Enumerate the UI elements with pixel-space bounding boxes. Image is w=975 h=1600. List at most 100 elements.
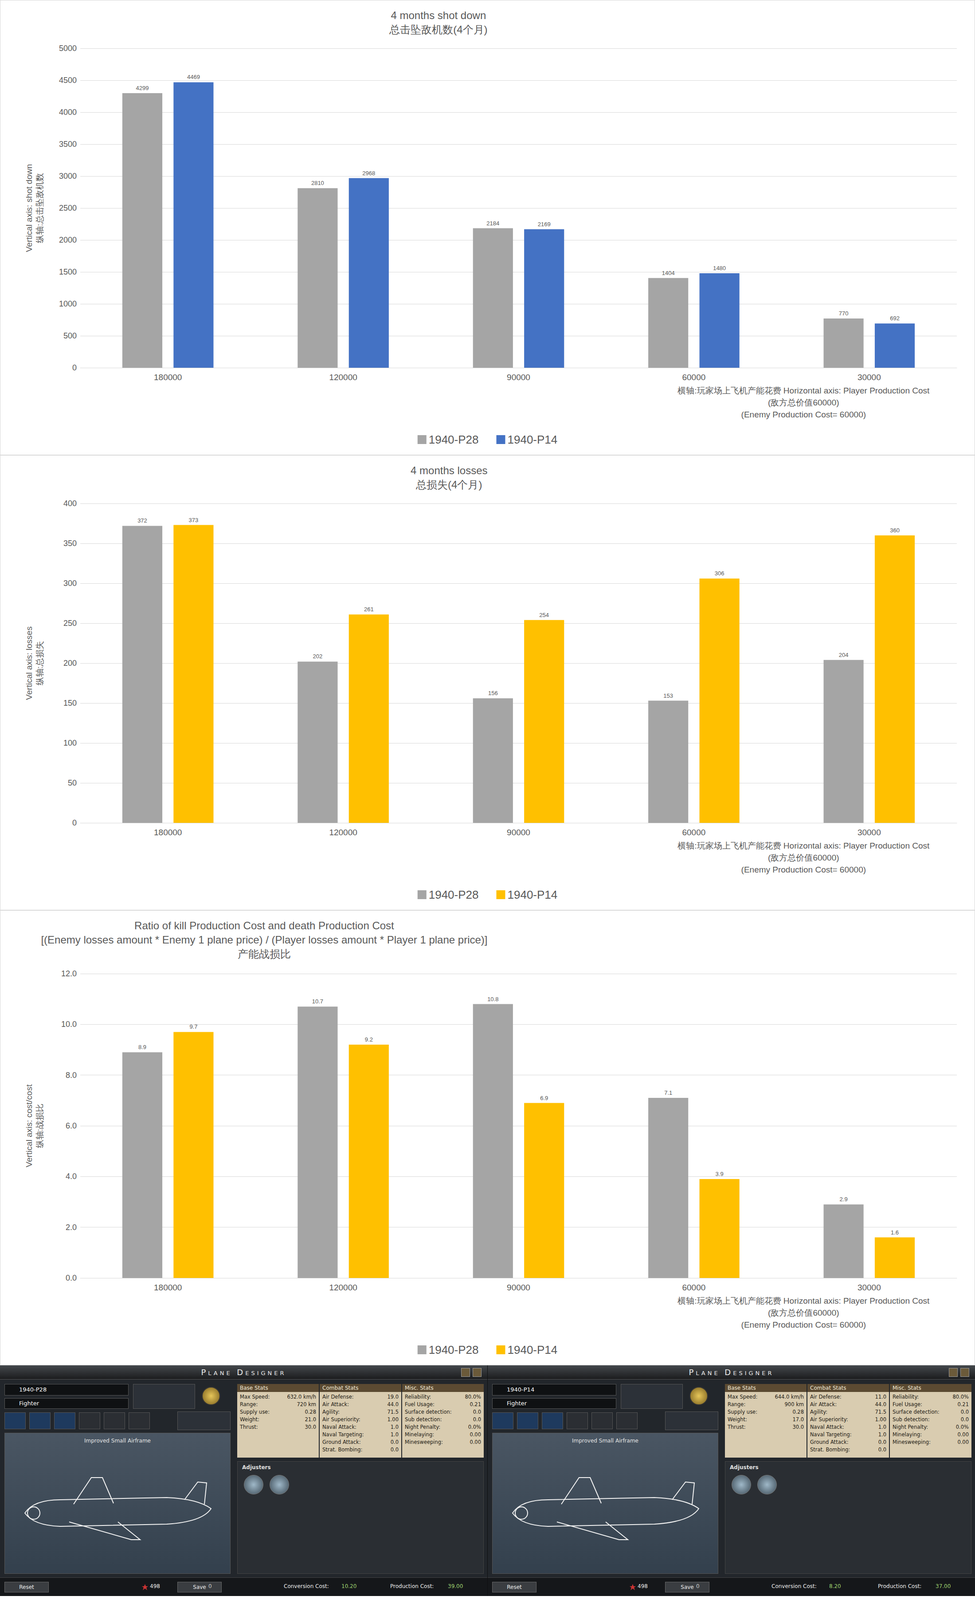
svg-text:5000: 5000 — [58, 43, 77, 53]
svg-text:纵轴:总击坠敌机数: 纵轴:总击坠敌机数 — [35, 172, 45, 243]
svg-text:纵轴:总损失: 纵轴:总损失 — [35, 640, 45, 686]
svg-text:0: 0 — [72, 818, 77, 827]
svg-text:30000: 30000 — [857, 1282, 882, 1292]
svg-text:1940-P28: 1940-P28 — [428, 432, 479, 447]
svg-text:180000: 180000 — [153, 827, 182, 837]
svg-text:300: 300 — [63, 578, 77, 588]
svg-text:4469: 4469 — [187, 73, 200, 81]
svg-text:1.6: 1.6 — [890, 1228, 899, 1236]
svg-text:0.0: 0.0 — [65, 1272, 77, 1282]
svg-text:2968: 2968 — [362, 169, 376, 177]
svg-text:0: 0 — [72, 363, 77, 372]
svg-text:1940-P14: 1940-P14 — [507, 432, 558, 447]
svg-text:(Enemy Production Cost= 60000): (Enemy Production Cost= 60000) — [741, 1319, 866, 1329]
svg-text:372: 372 — [137, 516, 148, 524]
svg-text:7.1: 7.1 — [664, 1088, 673, 1096]
svg-text:400: 400 — [63, 498, 77, 508]
svg-text:2169: 2169 — [537, 220, 551, 228]
svg-text:90000: 90000 — [506, 372, 531, 382]
svg-text:100: 100 — [63, 738, 77, 748]
svg-text:202: 202 — [313, 652, 323, 660]
svg-text:横轴:玩家场上飞机产能花费 Horizontal axis:: 横轴:玩家场上飞机产能花费 Horizontal axis: Player Pr… — [677, 840, 930, 850]
svg-text:692: 692 — [889, 314, 900, 322]
svg-text:120000: 120000 — [328, 827, 357, 837]
svg-text:60000: 60000 — [681, 827, 706, 837]
svg-text:4.0: 4.0 — [65, 1171, 77, 1181]
svg-text:200: 200 — [63, 658, 77, 668]
svg-text:4299: 4299 — [136, 84, 149, 92]
svg-text:1940-P28: 1940-P28 — [428, 1342, 479, 1356]
svg-text:9.2: 9.2 — [364, 1035, 373, 1043]
svg-text:10.8: 10.8 — [487, 995, 499, 1003]
svg-text:(敌方总价值60000): (敌方总价值60000) — [767, 397, 840, 408]
svg-text:153: 153 — [663, 692, 674, 699]
svg-text:120000: 120000 — [328, 1282, 357, 1292]
svg-text:[(Enemy losses amount * Enemy: [(Enemy losses amount * Enemy 1 plane pr… — [40, 933, 488, 946]
svg-text:4 months losses: 4 months losses — [410, 464, 488, 477]
svg-text:150: 150 — [63, 698, 77, 708]
svg-text:1000: 1000 — [58, 299, 77, 309]
svg-text:770: 770 — [838, 309, 849, 317]
svg-text:8.0: 8.0 — [65, 1070, 77, 1080]
svg-text:350: 350 — [63, 538, 77, 548]
svg-text:(敌方总价值60000): (敌方总价值60000) — [767, 852, 840, 862]
svg-text:8.9: 8.9 — [138, 1043, 147, 1050]
svg-text:2810: 2810 — [311, 179, 325, 187]
svg-text:2500: 2500 — [58, 203, 77, 213]
svg-text:373: 373 — [188, 516, 199, 524]
svg-text:90000: 90000 — [506, 1282, 531, 1292]
svg-text:204: 204 — [838, 651, 849, 658]
svg-text:180000: 180000 — [153, 1282, 182, 1292]
svg-text:产能战损比: 产能战损比 — [237, 947, 291, 960]
svg-text:120000: 120000 — [328, 372, 357, 382]
svg-text:Vertical axis: losses: Vertical axis: losses — [24, 626, 34, 700]
svg-text:9.7: 9.7 — [189, 1022, 198, 1030]
svg-text:306: 306 — [714, 569, 725, 577]
svg-text:Ratio of kill Production Cost: Ratio of kill Production Cost and death … — [134, 919, 395, 932]
svg-text:254: 254 — [539, 611, 549, 619]
svg-text:3000: 3000 — [58, 171, 77, 181]
svg-text:1940-P28: 1940-P28 — [428, 887, 479, 901]
svg-text:10.0: 10.0 — [61, 1019, 77, 1029]
svg-text:1500: 1500 — [58, 267, 77, 277]
svg-text:总损失(4个月): 总损失(4个月) — [415, 478, 482, 491]
svg-text:横轴:玩家场上飞机产能花费 Horizontal axis:: 横轴:玩家场上飞机产能花费 Horizontal axis: Player Pr… — [677, 385, 930, 396]
svg-text:总击坠敌机数(4个月): 总击坠敌机数(4个月) — [388, 23, 488, 36]
svg-text:3500: 3500 — [58, 139, 77, 149]
svg-text:(Enemy Production Cost= 60000): (Enemy Production Cost= 60000) — [741, 864, 866, 874]
svg-text:180000: 180000 — [153, 372, 182, 382]
svg-text:2184: 2184 — [486, 219, 500, 227]
svg-text:10.7: 10.7 — [312, 997, 324, 1005]
svg-text:1480: 1480 — [712, 264, 726, 272]
svg-text:2.9: 2.9 — [839, 1195, 848, 1203]
svg-text:3.9: 3.9 — [715, 1170, 724, 1177]
svg-text:2000: 2000 — [58, 235, 77, 245]
svg-text:250: 250 — [63, 618, 77, 628]
svg-text:1940-P14: 1940-P14 — [507, 1342, 558, 1356]
svg-text:(敌方总价值60000): (敌方总价值60000) — [767, 1307, 840, 1317]
svg-text:4500: 4500 — [58, 75, 77, 85]
svg-text:60000: 60000 — [681, 1282, 706, 1292]
svg-text:156: 156 — [488, 689, 498, 697]
svg-text:50: 50 — [67, 778, 77, 788]
svg-text:(Enemy Production Cost= 60000): (Enemy Production Cost= 60000) — [741, 409, 866, 419]
svg-text:4 months shot down: 4 months shot down — [390, 9, 486, 22]
svg-text:横轴:玩家场上飞机产能花费 Horizontal axis:: 横轴:玩家场上飞机产能花费 Horizontal axis: Player Pr… — [677, 1295, 930, 1305]
svg-text:12.0: 12.0 — [61, 968, 77, 978]
svg-text:6.9: 6.9 — [540, 1094, 549, 1101]
svg-text:4000: 4000 — [58, 107, 77, 117]
svg-text:500: 500 — [63, 331, 77, 341]
svg-text:30000: 30000 — [857, 372, 882, 382]
svg-text:6.0: 6.0 — [65, 1120, 77, 1130]
svg-text:2.0: 2.0 — [65, 1222, 77, 1232]
svg-text:纵轴:战损比: 纵轴:战损比 — [35, 1103, 45, 1148]
svg-text:Vertical axis: cost/cost: Vertical axis: cost/cost — [24, 1083, 34, 1167]
svg-text:1404: 1404 — [661, 269, 675, 277]
svg-text:Vertical axis: shot down: Vertical axis: shot down — [24, 164, 34, 253]
svg-text:60000: 60000 — [681, 372, 706, 382]
svg-text:1940-P14: 1940-P14 — [507, 887, 558, 901]
svg-text:30000: 30000 — [857, 827, 882, 837]
svg-text:90000: 90000 — [506, 827, 531, 837]
svg-text:360: 360 — [889, 526, 900, 534]
svg-text:261: 261 — [364, 605, 374, 613]
